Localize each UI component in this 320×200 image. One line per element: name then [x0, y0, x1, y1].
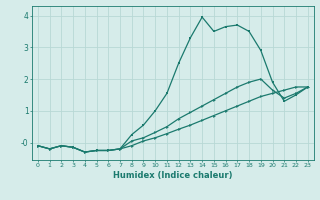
X-axis label: Humidex (Indice chaleur): Humidex (Indice chaleur)	[113, 171, 233, 180]
